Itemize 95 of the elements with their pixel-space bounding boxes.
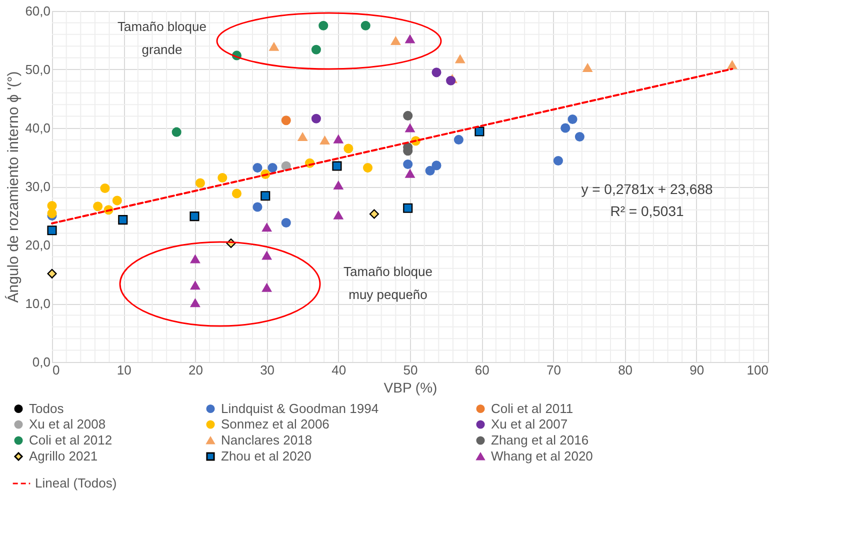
point xyxy=(252,163,262,173)
point xyxy=(455,54,465,64)
point xyxy=(47,226,57,236)
point xyxy=(560,123,570,133)
legend-label: Lindquist & Goodman 1994 xyxy=(221,400,379,416)
point xyxy=(190,212,200,222)
point xyxy=(574,132,584,142)
y-tick-label: 50,0 xyxy=(25,62,50,77)
legend-label: Xu et al 2007 xyxy=(491,416,568,432)
point xyxy=(362,163,373,173)
point xyxy=(281,116,291,126)
point xyxy=(218,172,228,182)
legend-label: Agrillo 2021 xyxy=(29,448,98,464)
point xyxy=(553,156,563,166)
point xyxy=(360,20,370,30)
y-tick-label: 10,0 xyxy=(25,296,50,311)
point xyxy=(47,268,57,278)
x-tick-label: 0 xyxy=(52,362,60,378)
y-tick-label: 20,0 xyxy=(25,238,50,252)
point xyxy=(195,178,205,188)
point xyxy=(190,254,200,264)
point xyxy=(405,34,415,44)
x-tick-label: 50 xyxy=(403,362,418,378)
point xyxy=(268,163,278,173)
point xyxy=(320,136,330,145)
x-tick-label: 40 xyxy=(332,362,346,378)
x-tick-label: 60 xyxy=(474,362,490,378)
legend-label: Lineal (Todos) xyxy=(35,476,117,490)
x-tick-label: 10 xyxy=(116,362,132,378)
point xyxy=(232,188,242,198)
legend-label: Zhou et al 2020 xyxy=(221,448,312,464)
y-tick-label: 0,0 xyxy=(32,354,50,370)
point xyxy=(334,210,344,220)
point xyxy=(474,126,484,136)
y-tick-label: 30,0 xyxy=(25,179,50,194)
point xyxy=(311,114,321,124)
legend-label: Whang et al 2020 xyxy=(491,448,593,464)
legend-label: Zhang et al 2016 xyxy=(491,432,589,448)
point xyxy=(47,208,57,218)
point xyxy=(403,159,413,170)
annotation: y = 0,2781x + 23,688 xyxy=(581,181,713,197)
point xyxy=(298,132,308,141)
point xyxy=(100,183,110,194)
legend-label: Todos xyxy=(29,400,64,416)
point xyxy=(281,218,291,228)
point xyxy=(47,201,57,211)
point xyxy=(262,283,272,292)
legend-label: Xu et al 2008 xyxy=(29,416,106,432)
point xyxy=(332,161,342,171)
point xyxy=(334,134,344,144)
point xyxy=(260,191,270,201)
point xyxy=(112,196,122,206)
y-axis-title: Ángulo de rozamiento interno ϕ '(°) xyxy=(4,71,22,303)
annotation: R² = 0,5031 xyxy=(610,203,684,219)
point xyxy=(403,110,413,120)
x-tick-label: 100 xyxy=(746,362,768,378)
point xyxy=(369,209,379,219)
point xyxy=(454,134,464,144)
x-tick-label: 90 xyxy=(690,362,704,378)
point xyxy=(190,281,200,290)
point xyxy=(252,202,262,212)
annotation: Tamaño bloque muy pequeño xyxy=(344,264,432,302)
point xyxy=(262,223,272,232)
x-axis-title: VBP (%) xyxy=(384,380,438,396)
point xyxy=(318,20,328,30)
point xyxy=(582,64,592,72)
y-tick-label: 40,0 xyxy=(25,120,50,136)
point xyxy=(118,215,128,225)
point xyxy=(190,298,200,308)
point xyxy=(405,169,415,178)
point xyxy=(403,203,413,213)
point xyxy=(334,181,344,190)
point xyxy=(432,160,442,170)
x-tick-label: 70 xyxy=(546,362,561,378)
x-tick-label: 30 xyxy=(260,362,275,378)
annotation: Tamaño bloque grande xyxy=(118,19,206,57)
point xyxy=(93,202,103,212)
point xyxy=(344,144,354,154)
legend-label: Nanclares 2018 xyxy=(221,432,312,448)
point xyxy=(727,60,737,70)
point xyxy=(262,251,272,260)
point xyxy=(425,166,435,176)
x-tick-label: 20 xyxy=(188,362,203,378)
point xyxy=(172,127,182,137)
point xyxy=(568,114,578,124)
y-tick-label: 60,0 xyxy=(25,4,50,18)
x-tick-label: 80 xyxy=(618,362,633,378)
point xyxy=(405,124,415,132)
legend-label: Coli et al 2011 xyxy=(491,400,574,416)
point xyxy=(311,44,321,54)
legend-label: Sonmez et al 2006 xyxy=(221,416,330,432)
legend-label: Coli et al 2012 xyxy=(29,432,112,448)
point xyxy=(390,36,400,46)
point xyxy=(269,42,279,51)
point xyxy=(432,68,442,78)
